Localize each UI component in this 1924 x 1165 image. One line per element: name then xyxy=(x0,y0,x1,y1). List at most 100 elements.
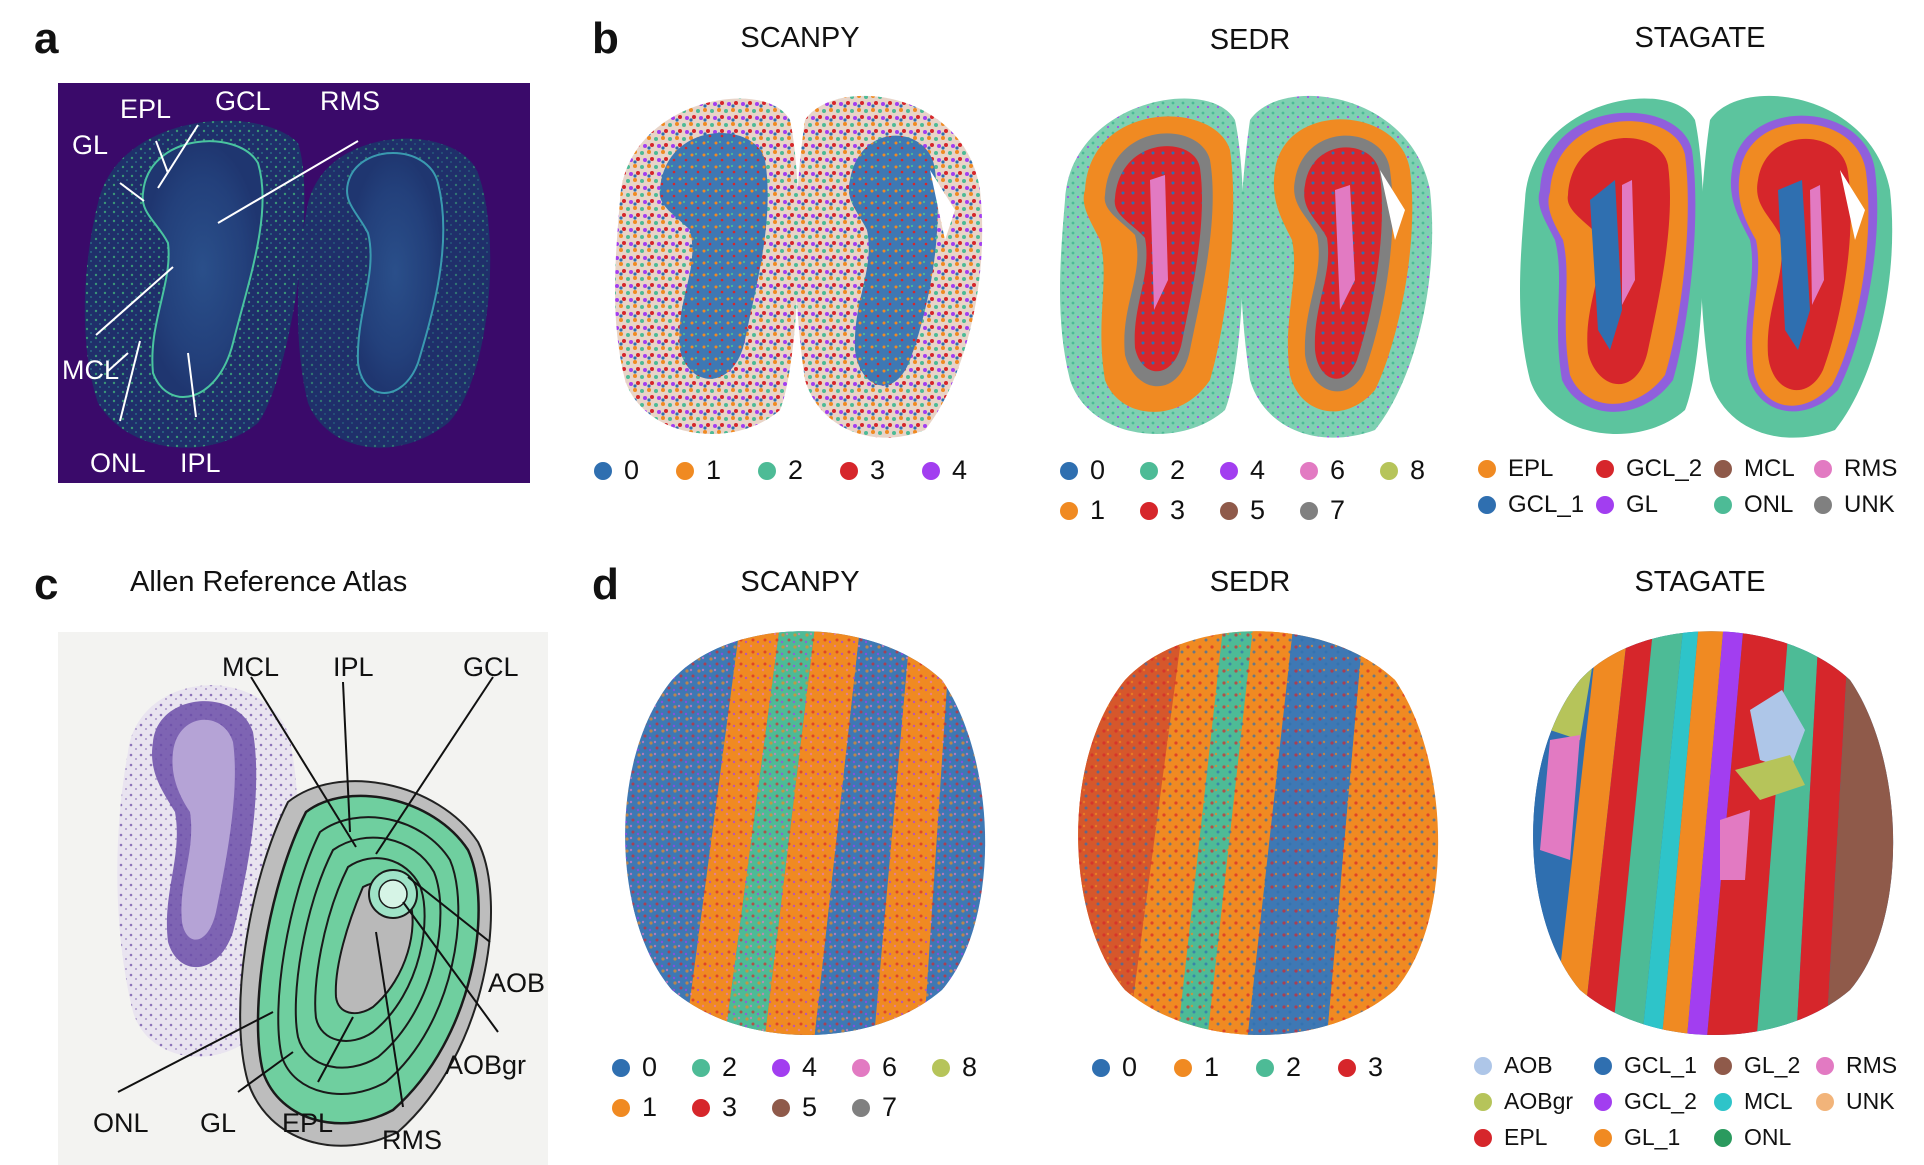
legend-dot xyxy=(1714,496,1732,514)
legend-label: GL xyxy=(1626,491,1659,518)
label-a-gl: GL xyxy=(72,130,109,160)
legend-d-stagate: AOB GCL_1 GL_2 RMS AOBgr GCL_2 MCL UNK E… xyxy=(1474,1052,1919,1160)
legend-dot xyxy=(1596,496,1614,514)
legend-dot xyxy=(692,1058,710,1077)
legend-label: 3 xyxy=(1368,1052,1384,1082)
legend-dot xyxy=(1474,1128,1492,1147)
label-a-mcl: MCL xyxy=(62,355,120,385)
legend-label: 7 xyxy=(882,1092,898,1122)
label-a-onl: ONL xyxy=(90,448,146,478)
legend-label: 0 xyxy=(624,455,640,485)
legend-d-scanpy: 0 2 4 6 8 1 3 5 7 xyxy=(612,1052,1032,1132)
legend-item: 5 xyxy=(772,1092,817,1123)
legend-label: 0 xyxy=(1090,455,1106,485)
label-c-aobgr: AOBgr xyxy=(445,1050,527,1080)
legend-label: 1 xyxy=(706,455,722,485)
legend-label: GCL_2 xyxy=(1626,455,1703,482)
fluorescence-image xyxy=(58,83,530,483)
spatial-plot-d-scanpy xyxy=(625,631,986,1035)
legend-dot xyxy=(1816,1056,1834,1075)
legend-dot xyxy=(840,461,858,480)
legend-item: 0 xyxy=(594,455,639,486)
legend-item: EPL xyxy=(1474,1124,1547,1151)
legend-item: 6 xyxy=(1300,455,1345,486)
spatial-plot-d-sedr xyxy=(1078,631,1439,1035)
legend-item: 6 xyxy=(852,1052,897,1083)
label-c-epl: EPL xyxy=(282,1108,334,1138)
legend-label: AOBgr xyxy=(1504,1088,1574,1114)
spatial-plot-d-stagate xyxy=(1533,631,1894,1035)
legend-item: 2 xyxy=(692,1052,737,1083)
legend-item: GL xyxy=(1596,491,1658,519)
legend-item: GCL_2 xyxy=(1594,1088,1697,1115)
legend-label: 5 xyxy=(1250,495,1266,525)
label-a-epl: EPL xyxy=(120,94,172,124)
legend-dot xyxy=(852,1098,870,1117)
spatial-plot-b-sedr xyxy=(1060,95,1433,438)
panel-letter-d: d xyxy=(592,560,619,609)
legend-label: GCL_1 xyxy=(1508,491,1585,518)
legend-dot xyxy=(1816,1092,1834,1111)
legend-dot xyxy=(1092,1058,1110,1077)
legend-item: MCL xyxy=(1714,1088,1793,1115)
legend-label: 4 xyxy=(952,455,968,485)
spatial-plot-b-stagate xyxy=(1520,95,1893,438)
legend-label: 6 xyxy=(882,1052,898,1082)
legend-dot xyxy=(692,1098,710,1117)
legend-label: 3 xyxy=(722,1092,738,1122)
legend-item: GCL_1 xyxy=(1478,491,1584,519)
legend-item: UNK xyxy=(1816,1088,1895,1115)
legend-label: 4 xyxy=(1250,455,1266,485)
label-a-gcl: GCL xyxy=(215,86,271,116)
legend-label: AOB xyxy=(1504,1052,1553,1078)
label-c-gl: GL xyxy=(200,1108,237,1138)
legend-dot xyxy=(1596,460,1614,478)
label-c-mcl: MCL xyxy=(222,652,280,682)
legend-item: UNK xyxy=(1814,491,1895,519)
panel-letter-c: c xyxy=(34,560,59,609)
legend-dot xyxy=(1814,460,1832,478)
legend-dot xyxy=(1714,460,1732,478)
legend-dot xyxy=(612,1058,630,1077)
legend-dot xyxy=(1300,461,1318,480)
title-b-sedr: SEDR xyxy=(1209,24,1291,56)
legend-item: 4 xyxy=(922,455,967,486)
legend-item: 0 xyxy=(1060,455,1105,486)
legend-item: 8 xyxy=(932,1052,977,1083)
legend-dot xyxy=(1594,1128,1612,1147)
legend-dot xyxy=(1594,1056,1612,1075)
legend-item: 4 xyxy=(772,1052,817,1083)
legend-dot xyxy=(1174,1058,1192,1077)
legend-label: 7 xyxy=(1330,495,1346,525)
legend-item: 8 xyxy=(1380,455,1425,486)
legend-label: 8 xyxy=(1410,455,1426,485)
legend-item: 7 xyxy=(1300,495,1345,526)
legend-label: MCL xyxy=(1744,1088,1793,1114)
legend-item: 2 xyxy=(758,455,803,486)
legend-dot xyxy=(772,1058,790,1077)
legend-item: GL_2 xyxy=(1714,1052,1800,1079)
legend-item: ONL xyxy=(1714,1124,1791,1151)
legend-dot xyxy=(612,1098,630,1117)
legend-b-sedr: 0 2 4 6 8 1 3 5 7 xyxy=(1060,455,1460,535)
legend-dot xyxy=(1060,501,1078,520)
legend-label: 3 xyxy=(870,455,886,485)
legend-dot xyxy=(758,461,776,480)
title-d-sedr: SEDR xyxy=(1209,566,1291,598)
legend-label: 4 xyxy=(802,1052,818,1082)
legend-dot xyxy=(1714,1092,1732,1111)
legend-item: 3 xyxy=(1140,495,1185,526)
legend-b-scanpy: 0 1 2 3 4 xyxy=(594,455,1014,495)
legend-item: 1 xyxy=(612,1092,657,1123)
legend-dot xyxy=(1380,461,1398,480)
legend-item: 3 xyxy=(840,455,885,486)
legend-item: 2 xyxy=(1140,455,1185,486)
legend-item: 1 xyxy=(676,455,721,486)
legend-dot xyxy=(676,461,694,480)
legend-label: GCL_1 xyxy=(1624,1052,1697,1078)
spatial-plot-b-scanpy xyxy=(615,95,983,438)
title-c: Allen Reference Atlas xyxy=(130,566,408,598)
legend-item: RMS xyxy=(1816,1052,1897,1079)
legend-label: 0 xyxy=(1122,1052,1138,1082)
title-d-scanpy: SCANPY xyxy=(740,566,860,598)
